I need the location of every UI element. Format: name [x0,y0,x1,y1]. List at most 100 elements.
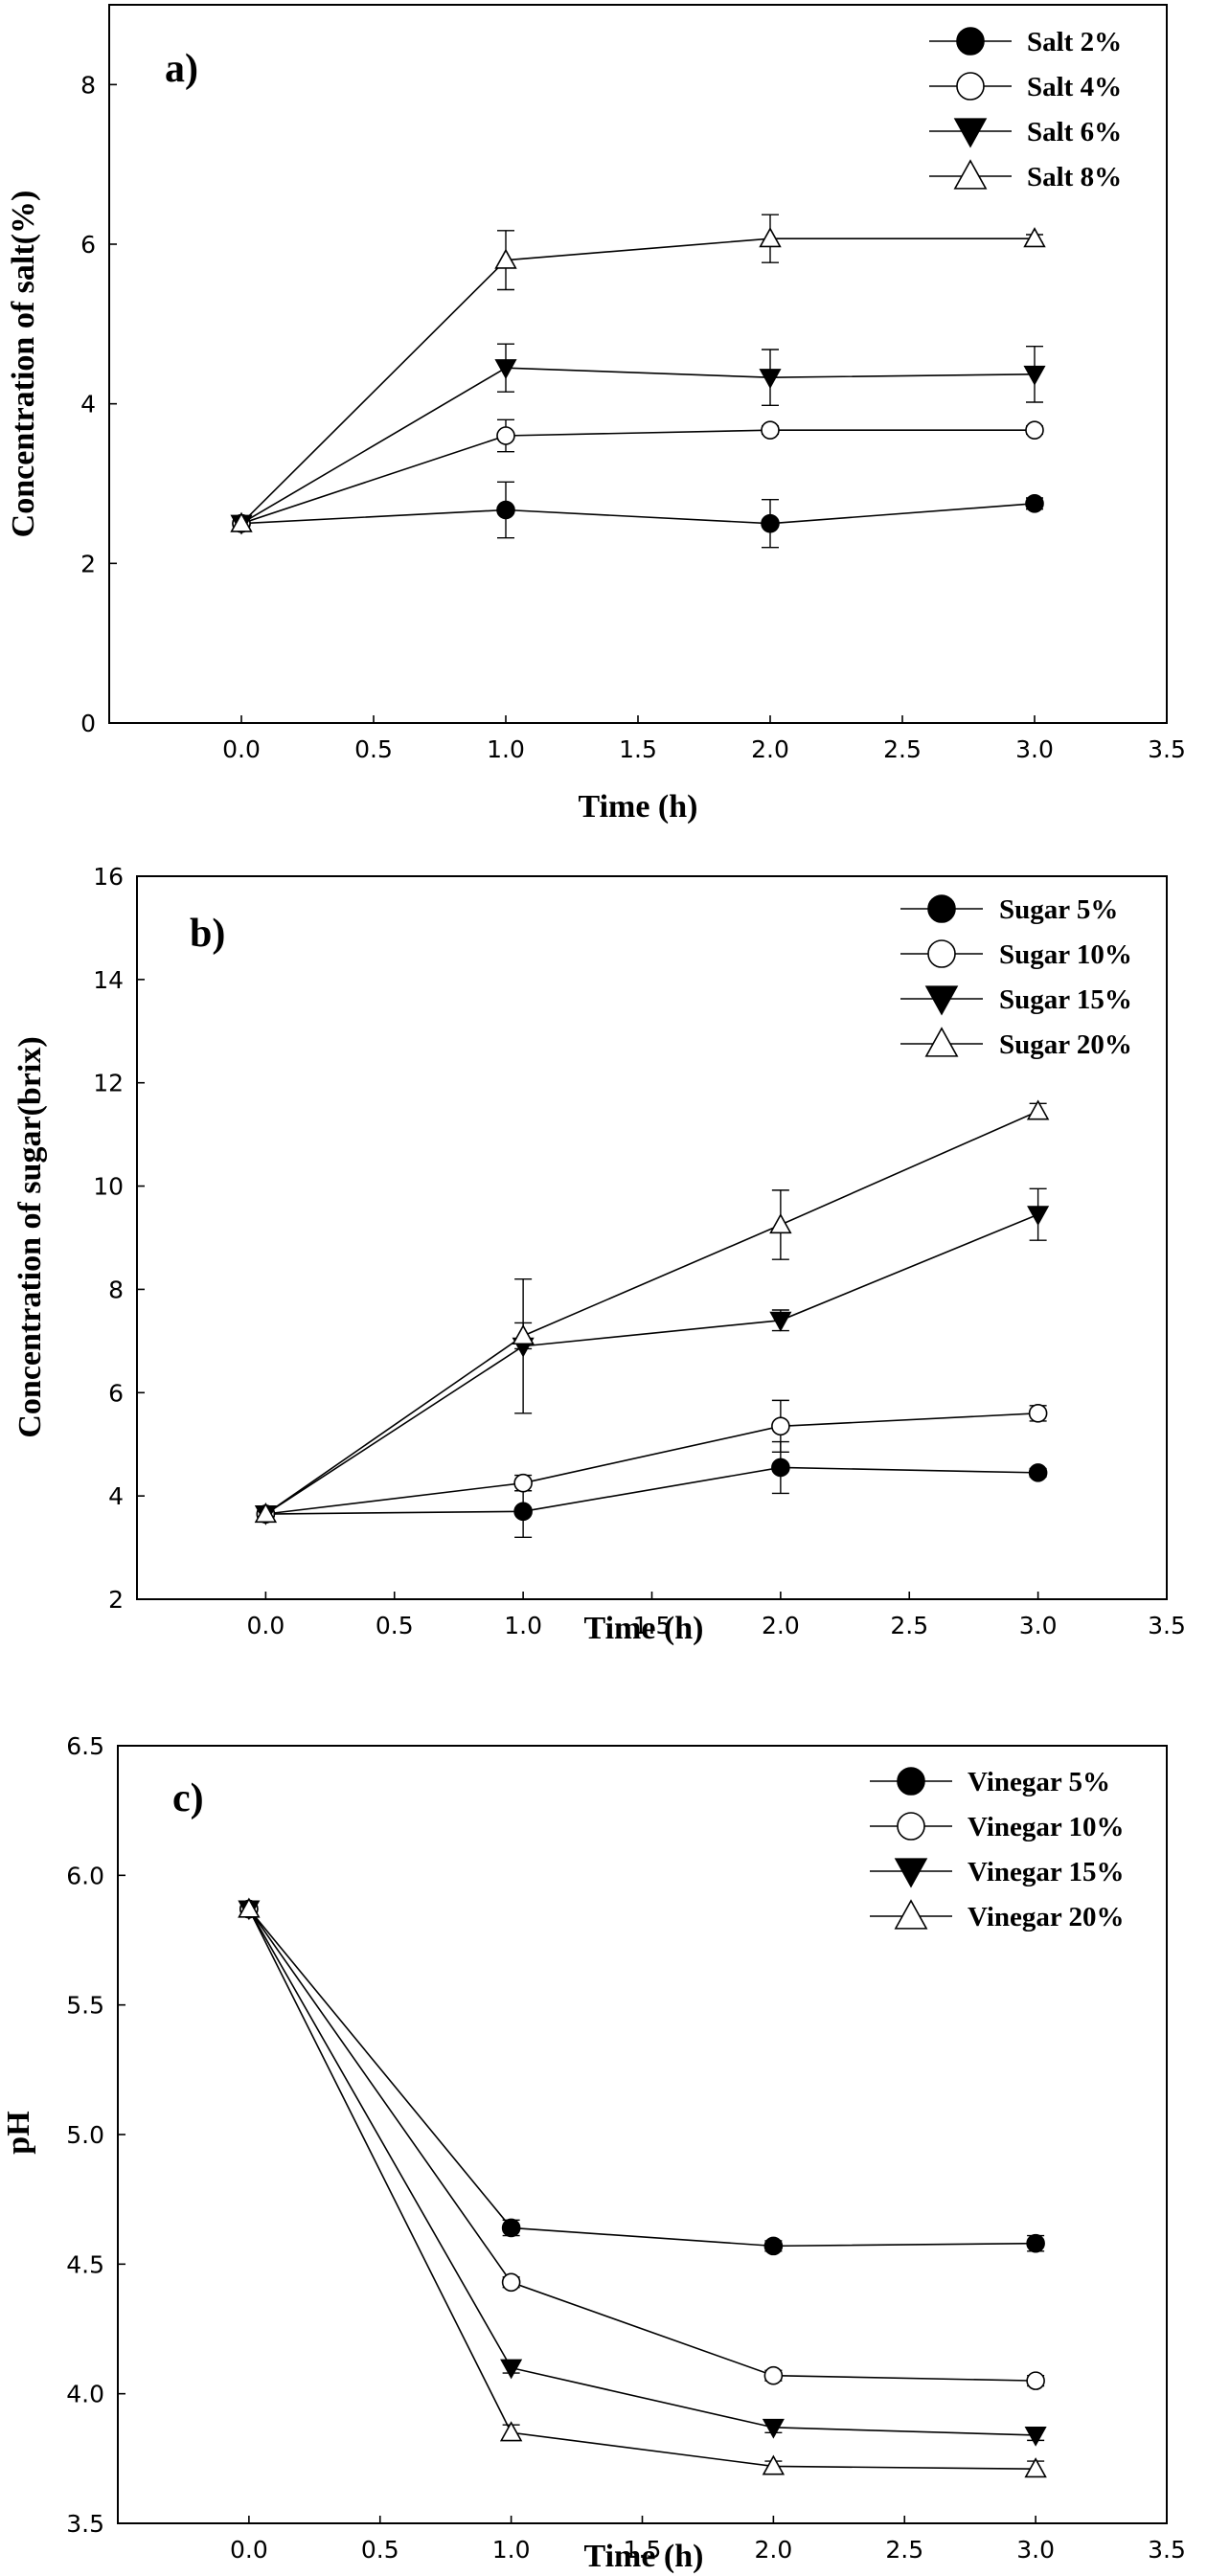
panel-1-legend-marker [953,159,988,190]
panel-3-x-tick-label: 1.5 [624,2536,662,2564]
panel-2-y-tick-label: 6 [108,1379,124,1407]
panel-3-y-tick-label: 4.5 [66,2250,104,2278]
panel-3-x-tick-label: 2.5 [885,2536,923,2564]
panel-3-y-tick-label: 5.5 [66,1992,104,2020]
panel-1-series-line-3 [240,367,1036,525]
panel-1-data-point [1025,420,1044,440]
panel-1-data-point [496,500,515,520]
panel-1-y-tick-label: 0 [80,710,96,737]
panel-3-y-tick-label: 6.0 [66,1862,104,1889]
panel-1-data-point [494,359,517,379]
panel-2-legend-marker [924,985,959,1016]
panel-2-series-line-2 [265,1412,1038,1515]
panel-1-plot-frame [108,4,1168,724]
panel-2-x-tick-label: 1.0 [504,1612,542,1639]
panel-2-data-point [771,1457,790,1478]
panel-3-data-point [763,2365,784,2385]
panel-3-data-point [1026,2233,1045,2253]
panel-3-data-point [1024,2457,1047,2478]
panel-1-y-tick-label: 4 [80,391,96,418]
panel-3-data-point [762,2454,786,2475]
panel-3-label: c) [172,1776,204,1820]
panel-1-y-tick-label: 8 [80,71,96,99]
panel-1-x-tick-label: 1.5 [619,735,657,763]
panel-3-legend-marker [897,1812,925,1841]
panel-1-x-tick-label: 3.5 [1148,735,1186,763]
panel-3-data-point [501,2272,521,2293]
panel-2-data-point [769,1311,792,1332]
panel-3-x-tick-label: 3.0 [1016,2536,1055,2564]
panel-2-y-tick-label: 16 [93,863,124,891]
panel-2-series-line-3 [264,1213,1038,1515]
panel-2-y-tick-label: 10 [93,1173,124,1201]
panel-1-label: a) [165,47,198,91]
panel-3-x-tick-label: 2.0 [754,2536,792,2564]
panel-2-data-point [254,1503,278,1524]
panel-2-y-axis-title: Concentration of sugar(brix) [12,1036,48,1437]
panel-1-series-line-2 [240,429,1035,525]
panel-3-data-point [1024,2426,1047,2447]
panel-1-y-axis-title: Concentration of salt(%) [6,191,41,538]
panel-3-legend-marker [897,1767,925,1796]
panel-3-series-line-4 [248,1909,1036,2470]
panel-1-legend-marker [956,72,985,101]
panel-3-series-line-2 [248,1909,1036,2382]
panel-1-series-line-1 [240,503,1036,525]
panel-3-data-point [501,2218,521,2238]
panel-2-data-point [1028,1463,1048,1482]
panel-3-data-point [763,2236,784,2256]
panel-3-x-tick-label: 3.5 [1148,2536,1186,2564]
panel-1-x-tick-label: 0.5 [354,735,393,763]
panel-3-y-tick-label: 5.0 [66,2121,104,2149]
panel-2-x-tick-label: 2.0 [762,1612,800,1639]
panel-2-data-point [512,1323,535,1345]
panel-2-x-tick-label: 3.5 [1148,1612,1186,1639]
panel-2-x-tick-label: 0.0 [246,1612,285,1639]
panel-3-data-point [762,2418,785,2439]
panel-1-legend-marker [956,27,985,56]
panel-1-x-tick-label: 1.0 [487,735,525,763]
panel-3-x-tick-label: 1.0 [492,2536,531,2564]
panel-2-data-point [1027,1206,1050,1227]
panel-1-x-tick-label: 2.5 [883,735,922,763]
panel-3-series-line-1 [248,1909,1036,2248]
panel-1-data-point [1023,227,1046,248]
panel-2-legend-label: Sugar 20% [999,1029,1132,1060]
panel-2-data-point [771,1416,790,1436]
panel-2-series-line-1 [265,1466,1038,1515]
panel-2-y-tick-label: 2 [108,1586,124,1614]
panel-3-x-axis-title: Time (h) [584,2539,704,2574]
panel-3-series-line-3 [248,1909,1036,2436]
panel-2-y-tick-label: 12 [93,1070,124,1097]
panel-1-data-point [494,248,517,269]
panel-1-x-tick-label: 2.0 [751,735,789,763]
panel-3-y-axis-title: pH [1,2111,36,2154]
panel-1-legend-marker [953,118,988,148]
panel-1-x-axis-title: Time (h) [579,789,698,825]
panel-2-label: b) [190,912,225,956]
panel-1-legend-label: Salt 6% [1027,117,1122,147]
panel-3-data-point [238,1897,261,1918]
panel-1-legend-label: Salt 8% [1027,162,1122,192]
panel-2-y-tick-label: 4 [108,1482,124,1510]
panel-2-x-tick-label: 3.0 [1019,1612,1058,1639]
panel-1-data-point [496,426,515,445]
panel-3-legend-label: Vinegar 10% [968,1812,1125,1842]
panel-3-legend-label: Vinegar 5% [968,1767,1110,1797]
panel-1-x-tick-label: 0.0 [222,735,261,763]
panel-3-x-tick-label: 0.5 [361,2536,399,2564]
panel-1-legend-label: Salt 2% [1027,27,1122,57]
panel-3-y-tick-label: 6.5 [66,1732,104,1760]
panel-1-data-point [1023,365,1046,386]
panel-3-legend-label: Vinegar 20% [968,1902,1125,1932]
panel-1-data-point [759,369,782,389]
panel-2-x-tick-label: 0.5 [376,1612,414,1639]
panel-1-x-tick-label: 3.0 [1015,735,1054,763]
panel-3-data-point [1026,2371,1045,2390]
panel-2-legend-label: Sugar 10% [999,939,1132,970]
panel-2-legend-marker [927,894,956,923]
panel-2-legend-label: Sugar 5% [999,894,1118,925]
panel-3-legend-label: Vinegar 15% [968,1857,1125,1887]
panel-3-legend-marker [894,1899,928,1930]
